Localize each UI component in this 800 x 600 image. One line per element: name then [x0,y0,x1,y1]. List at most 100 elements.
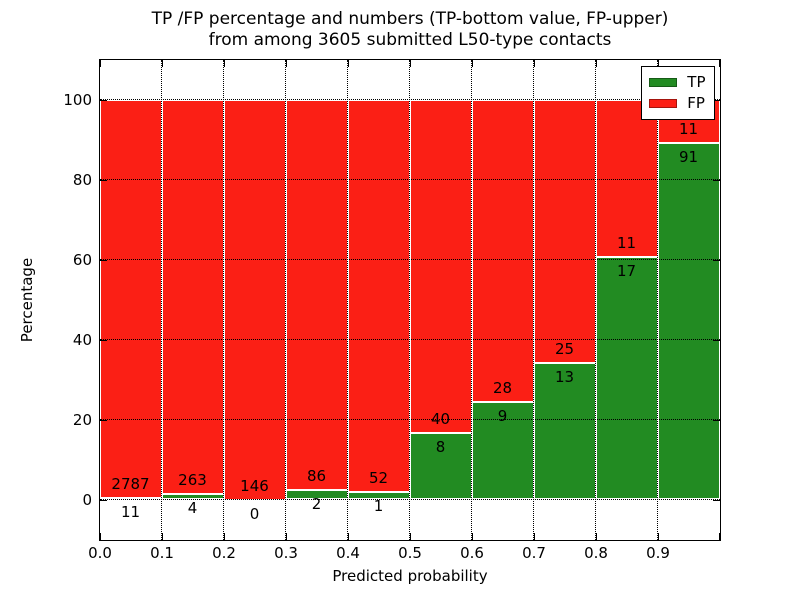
ticks-layer [99,59,720,540]
fp-count-label: 40 [430,409,451,428]
y-tick-mark [99,419,107,421]
tp-count-label: 4 [187,498,198,517]
y-tick-mark-right [712,339,720,341]
fp-count-label: 11 [678,119,699,138]
fp-bar-segment [161,99,224,494]
y-tick-mark-right [712,259,720,261]
fp-count-label: 25 [554,339,575,358]
x-tick-mark-top [347,59,349,67]
fp-count-label: 146 [240,476,269,495]
legend: TP FP [641,65,715,120]
chart-title-line2: from among 3605 submitted L50-type conta… [208,30,612,50]
x-tick-mark [285,532,287,540]
y-tick-mark-right [712,419,720,421]
tp-count-label: 91 [678,147,699,166]
x-tick-mark [471,532,473,540]
bars-layer [99,60,720,540]
x-tick-mark [533,532,535,540]
horizontal-gridline [99,99,720,100]
fp-bar-segment [533,99,596,363]
fp-legend-swatch [649,98,678,108]
y-tick-mark [99,499,107,501]
horizontal-gridline [99,179,720,180]
chart-title: TP /FP percentage and numbers (TP-bottom… [100,9,720,51]
x-tick-label: 0.2 [212,544,236,562]
x-tick-mark-top [657,59,659,67]
fp-bar-segment [99,99,162,498]
y-tick-label: 40 [72,331,92,349]
tp-bar-segment [471,402,534,500]
tp-count-label: 1 [373,496,384,515]
y-tick-label: 0 [82,491,92,509]
x-tick-mark [223,532,225,540]
x-tick-mark-top [533,59,535,67]
legend-item-tp: TP [649,72,706,93]
x-tick-mark [347,532,349,540]
fp-bar-segment [285,99,348,491]
y-tick-mark-right [712,179,720,181]
fp-count-label: 86 [306,467,327,486]
legend-item-fp: FP [649,93,705,114]
x-tick-mark-top [223,59,225,67]
x-tick-mark [657,532,659,540]
tp-count-label: 0 [249,504,260,523]
tp-count-label: 2 [311,495,322,514]
x-tick-mark-top [409,59,411,67]
vertical-gridline [533,59,534,540]
y-tick-mark-right [712,99,720,101]
y-tick-mark [99,179,107,181]
x-tick-mark-top [285,59,287,67]
horizontal-gridline [99,419,720,420]
y-axis-label: Percentage [18,257,37,343]
vertical-gridline [471,59,472,540]
fp-bar-segment [409,99,472,433]
x-tick-label: 0.1 [150,544,174,562]
x-tick-label: 0.8 [584,544,608,562]
x-tick-mark-top [99,59,101,67]
horizontal-gridline [99,259,720,260]
tp-count-label: 17 [616,261,637,280]
vertical-gridline [223,59,224,540]
y-tick-mark [99,339,107,341]
fp-count-label: 52 [368,468,389,487]
x-tick-mark [161,532,163,540]
x-tick-label: 0.0 [88,544,112,562]
vertical-gridline [595,59,596,540]
tp-count-label: 11 [120,502,141,521]
tp-legend-swatch [649,77,678,87]
fp-count-label: 11 [616,233,637,252]
tp-bar-segment [657,142,720,500]
x-tick-mark-top [595,59,597,67]
y-tick-label: 80 [72,171,92,189]
x-tick-label: 0.3 [274,544,298,562]
tp-bar-segment [595,256,658,500]
x-tick-label: 0.6 [460,544,484,562]
bar-labels-layer: 2787 11 263 4 146 0 86 2 52 1 40 8 28 9 25 13 11 17 11 91 [100,60,720,540]
fp-count-label: 28 [492,379,513,398]
tp-bar-segment [409,432,472,500]
fp-count-label: 2787 [111,474,150,493]
x-tick-mark [409,532,411,540]
x-tick-mark [595,532,597,540]
tp-count-label: 13 [554,367,575,386]
y-tick-label: 60 [72,251,92,269]
x-tick-label: 0.4 [336,544,360,562]
x-tick-label: 0.5 [398,544,422,562]
y-tick-mark [99,99,107,101]
vertical-gridline [657,59,658,540]
plot-area: 2787 11 263 4 146 0 86 2 52 1 40 8 28 9 25 13 11 17 11 91 T… [98,58,721,541]
fp-bar-segment [347,99,410,492]
fp-bar-segment [471,99,534,403]
x-tick-label: 0.7 [522,544,546,562]
x-tick-mark [99,532,101,540]
vertical-gridline [161,59,162,540]
horizontal-gridline [99,339,720,340]
y-tick-label: 20 [72,411,92,429]
y-tick-label: 100 [63,91,92,109]
fp-bar-segment [223,99,286,500]
fp-legend-label: FP [687,93,705,112]
x-tick-mark-top [161,59,163,67]
tp-count-label: 9 [497,407,508,426]
x-tick-label: 0.9 [646,544,670,562]
